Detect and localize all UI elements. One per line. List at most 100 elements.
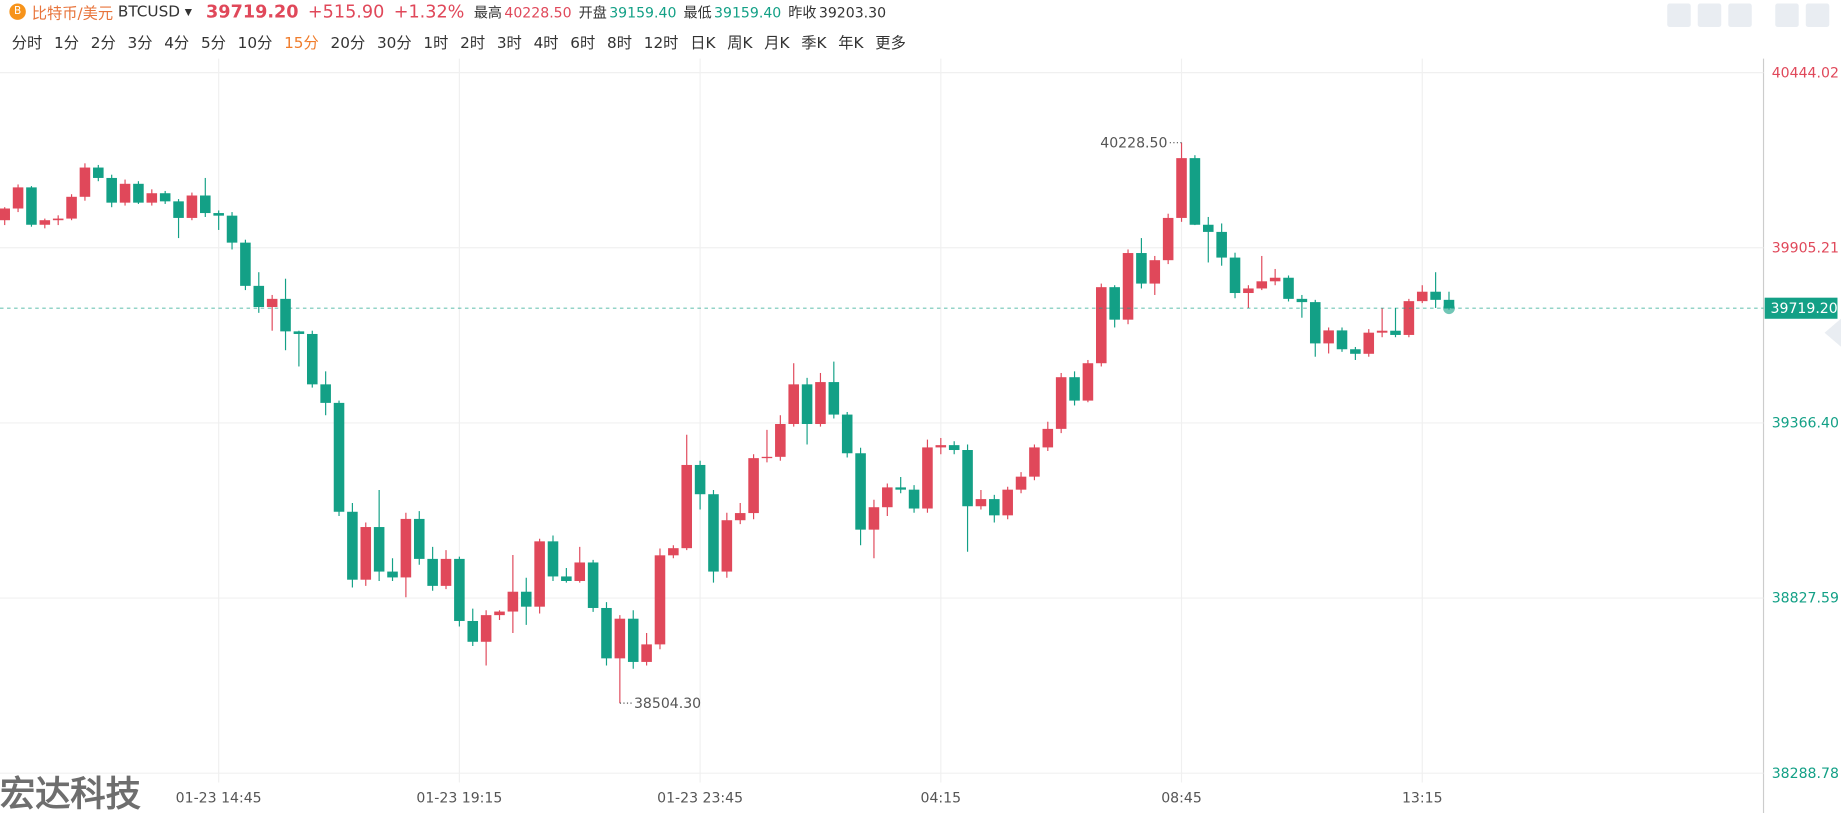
timeframe[interactable]: 5分 [200, 35, 226, 53]
y-tick-label: 39366.40 [1772, 416, 1839, 432]
candle-body [1109, 287, 1120, 320]
timeframe[interactable]: 20分 [330, 35, 366, 53]
candle-body [868, 507, 880, 530]
last-price-label: 39719.20 [1771, 301, 1838, 317]
candle-body [1122, 253, 1134, 320]
x-tick-label: 01-23 14:45 [176, 790, 262, 806]
timeframe[interactable]: 季K [801, 35, 827, 53]
timeframe[interactable]: 30分 [376, 35, 412, 53]
candle-body [200, 195, 211, 214]
candle-body [534, 541, 545, 607]
watermark: 宏达科技 [0, 774, 142, 813]
timeframe[interactable]: 2时 [460, 35, 486, 53]
timeframe[interactable]: 周K [727, 35, 753, 53]
timeframe[interactable]: 分时 [11, 35, 43, 53]
candle-body [975, 499, 987, 507]
candle-body [627, 618, 639, 662]
candle-body [1363, 332, 1375, 354]
candle-body [347, 511, 358, 580]
candle-body [1350, 349, 1361, 354]
icon[interactable] [1728, 3, 1752, 27]
candle-body [694, 464, 706, 495]
timeframe[interactable]: 12时 [643, 35, 679, 53]
candle-body [1042, 428, 1054, 448]
candle-body [494, 611, 505, 616]
timeframe[interactable]: 4分 [164, 35, 190, 53]
candle-body [467, 620, 479, 642]
candle-body [1082, 363, 1094, 401]
stat-value: 39159.40 [609, 4, 677, 21]
icon[interactable] [1805, 3, 1830, 27]
stat-label: 昨收 [788, 4, 817, 21]
candle-body [306, 333, 318, 385]
timeframe[interactable]: 10分 [237, 35, 273, 53]
candle-body [574, 562, 586, 582]
candle-body [400, 518, 412, 578]
timeframe[interactable]: 2分 [90, 35, 116, 53]
candle-body [654, 555, 666, 645]
candle-body [427, 558, 438, 586]
candle-body [1015, 476, 1027, 490]
candle-body [882, 487, 893, 508]
y-tick-label: 39905.21 [1772, 240, 1839, 256]
stat-label: 最高 [473, 4, 503, 21]
timeframe[interactable]: 年K [838, 35, 864, 53]
candle-body [360, 527, 372, 580]
candle-body [989, 499, 1000, 516]
candle-body [1323, 330, 1334, 344]
timeframe[interactable]: 月K [764, 35, 790, 53]
timeframe[interactable]: 日K [690, 35, 716, 53]
timeframe[interactable]: 1分 [54, 35, 80, 53]
candle-body [962, 450, 973, 507]
candle-body [948, 445, 960, 451]
candle-body [1416, 291, 1428, 302]
symbol[interactable]: BTCUSD [117, 2, 181, 21]
candle-body [0, 208, 10, 221]
candle-body [146, 193, 158, 203]
candle-body [213, 213, 224, 216]
candle-body [708, 494, 719, 572]
timeframe[interactable]: 更多 [875, 35, 906, 53]
candle-body [561, 576, 572, 582]
icon[interactable] [1697, 3, 1722, 27]
icon[interactable] [1775, 3, 1799, 27]
candle-body [1390, 330, 1401, 335]
candle-body [79, 167, 91, 197]
timeframes: 分时 1分 2分 3分 4分 5分 10分 15分 20分 30分 1时 2时 3时 4时 6时 8时 12时日… [11, 30, 918, 53]
candle-body [520, 591, 532, 607]
icon[interactable] [1667, 3, 1691, 27]
side-toggle[interactable] [1824, 318, 1841, 347]
candle-body [173, 201, 184, 218]
candle-body [1336, 330, 1348, 350]
x-tick-label: 04:15 [921, 790, 962, 806]
timeframe[interactable]: 1时 [423, 35, 449, 53]
candle-body [775, 424, 786, 457]
x-tick-label: 13:15 [1402, 790, 1443, 806]
candle-body [748, 458, 759, 514]
candle-body [226, 215, 238, 243]
candle-body [1055, 377, 1067, 429]
candle-body [547, 541, 559, 577]
candle-body [641, 644, 652, 662]
candle-body [1216, 231, 1227, 258]
candle-body [801, 384, 813, 425]
x-tick-label: 01-23 19:15 [416, 790, 502, 806]
timeframe[interactable]: 6时 [570, 35, 596, 53]
candle-body [1403, 301, 1415, 335]
candle-body [1069, 377, 1080, 401]
timeframe[interactable]: 8时 [607, 35, 633, 53]
timeframe[interactable]: 3时 [496, 35, 522, 53]
candle-body [1029, 447, 1040, 477]
candle-body [1202, 224, 1214, 232]
timeframe[interactable]: 3分 [127, 35, 153, 53]
y-tick-label: 38288.78 [1772, 766, 1839, 782]
stats: 最高 40228.50 开盘 39159.40 最低 39159.40 昨收 39203.30 [474, 2, 893, 22]
candle-body [601, 607, 612, 659]
candle-body [1149, 260, 1161, 284]
candle-body [788, 384, 799, 425]
candle-body [734, 513, 746, 521]
candle-body [159, 193, 171, 202]
timeframe[interactable]: 15分 [284, 35, 319, 53]
timeframe[interactable]: 4时 [533, 35, 559, 53]
candle-body [761, 456, 773, 459]
